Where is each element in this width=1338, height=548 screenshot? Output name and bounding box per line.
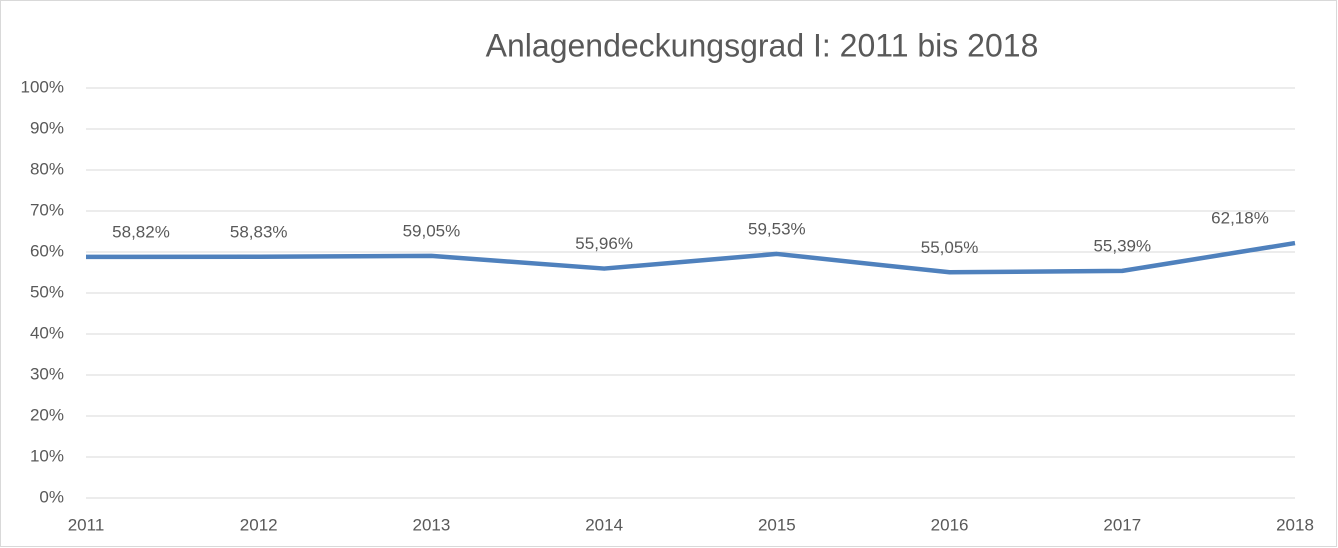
data-label: 59,53%	[748, 219, 806, 238]
y-tick-label: 60%	[30, 241, 64, 260]
data-label: 58,82%	[112, 222, 170, 241]
y-tick-label: 100%	[21, 77, 64, 96]
y-tick-label: 80%	[30, 159, 64, 178]
data-label: 59,05%	[403, 221, 461, 240]
x-tick-label: 2011	[68, 515, 105, 534]
y-tick-label: 20%	[30, 405, 64, 424]
y-tick-label: 30%	[30, 364, 64, 383]
x-tick-label: 2012	[240, 515, 278, 534]
data-label: 55,96%	[575, 234, 633, 253]
y-tick-label: 0%	[39, 487, 64, 506]
x-tick-label: 2013	[413, 515, 451, 534]
x-tick-label: 2016	[931, 515, 969, 534]
y-tick-label: 70%	[30, 200, 64, 219]
data-label: 55,05%	[921, 238, 979, 257]
data-label: 55,39%	[1093, 236, 1151, 255]
line-series	[85, 240, 1296, 275]
data-label: 62,18%	[1211, 209, 1269, 228]
y-tick-label: 90%	[30, 118, 64, 137]
data-label: 58,83%	[230, 222, 288, 241]
x-tick-label: 2018	[1276, 515, 1314, 534]
y-tick-label: 10%	[30, 446, 64, 465]
y-tick-label: 40%	[30, 323, 64, 342]
x-tick-label: 2014	[585, 515, 623, 534]
chart-title: Anlagendeckungsgrad I: 2011 bis 2018	[486, 27, 1039, 63]
x-tick-label: 2015	[758, 515, 796, 534]
x-tick-label: 2017	[1103, 515, 1141, 534]
y-tick-label: 50%	[30, 282, 64, 301]
